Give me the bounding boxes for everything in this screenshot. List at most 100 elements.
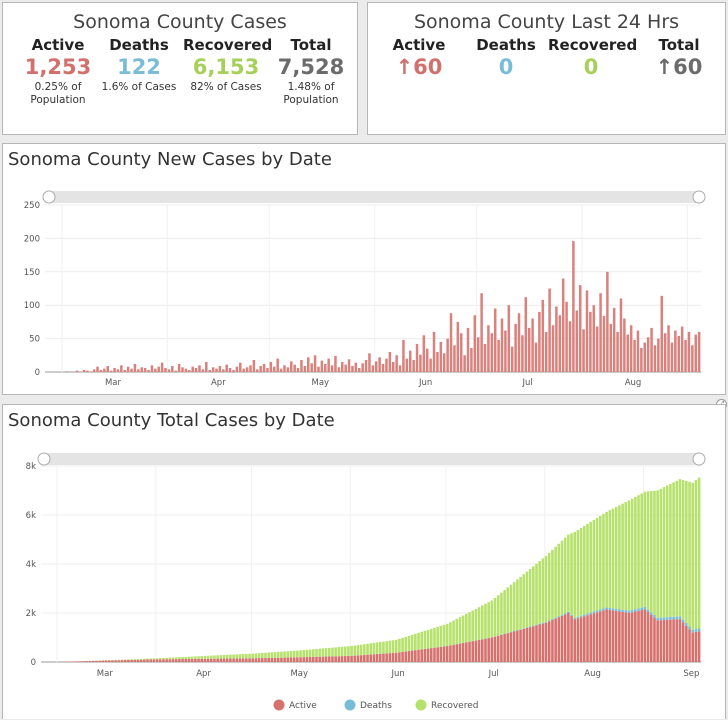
bar — [457, 322, 459, 372]
bar-recovered — [452, 621, 455, 645]
bar-recovered — [127, 659, 130, 660]
bar-active — [169, 659, 172, 662]
bar — [341, 362, 343, 372]
stat-value: 122 — [95, 55, 183, 79]
bar-recovered — [347, 646, 350, 656]
bar-active — [277, 658, 280, 662]
bar — [644, 343, 646, 372]
bar-active — [312, 657, 315, 662]
bar — [324, 364, 326, 372]
bar-recovered — [596, 518, 599, 611]
legend-swatch — [274, 700, 285, 711]
bar-active — [615, 611, 618, 662]
bar-recovered — [331, 648, 334, 657]
bar-recovered — [548, 553, 551, 621]
zoom-handle-left[interactable] — [38, 453, 50, 465]
bar — [521, 335, 523, 372]
bar-active — [679, 619, 682, 662]
bar — [412, 360, 414, 372]
bar — [76, 371, 78, 372]
bar-recovered — [315, 649, 318, 657]
bar-active — [497, 636, 500, 662]
x-tick-label: Apr — [211, 378, 226, 388]
bar-recovered — [296, 651, 299, 658]
bar-recovered — [280, 652, 283, 658]
bar — [168, 369, 170, 372]
bar-recovered — [605, 512, 608, 608]
bar — [256, 369, 258, 372]
bar-active — [624, 612, 627, 662]
bar-active — [318, 657, 321, 662]
bar — [576, 311, 578, 372]
zoom-handle-right[interactable] — [693, 453, 705, 465]
zoom-scrollbar-track[interactable] — [45, 191, 701, 203]
bar-deaths — [564, 613, 567, 614]
y-tick-label: 4k — [26, 560, 36, 570]
bar-recovered — [140, 659, 143, 660]
bar-active — [538, 625, 541, 662]
bar — [528, 328, 530, 372]
bar-recovered — [408, 636, 411, 651]
bar — [610, 324, 612, 372]
bar-active — [229, 659, 232, 662]
bar-active — [589, 614, 592, 662]
bar-active — [663, 620, 666, 662]
bar-active — [411, 651, 414, 662]
bar-active — [440, 647, 443, 662]
bar-recovered — [417, 633, 420, 650]
bar-deaths — [628, 611, 631, 613]
bar-recovered — [178, 657, 181, 659]
bar-active — [137, 660, 140, 662]
bar-active — [165, 659, 168, 662]
bar — [504, 331, 506, 372]
bar — [344, 365, 346, 372]
bar — [657, 339, 659, 372]
bar-active — [76, 661, 79, 662]
bar-active — [322, 657, 325, 662]
bar — [188, 370, 190, 372]
bar-deaths — [522, 628, 525, 629]
bar — [293, 365, 295, 372]
bar-recovered — [586, 524, 589, 614]
x-tick-label: Mar — [105, 378, 122, 388]
bar-active — [695, 632, 698, 662]
bar-recovered — [392, 640, 395, 653]
bar — [208, 370, 210, 372]
bar — [548, 289, 550, 373]
bar — [695, 335, 697, 372]
bar-active — [344, 656, 347, 662]
bar-recovered — [287, 651, 290, 657]
bar — [559, 315, 561, 372]
zoom-scrollbar-track[interactable] — [41, 453, 701, 465]
new-cases-chart: 050100150200250MarAprMayJunJulAugSep — [3, 144, 725, 394]
bar-deaths — [698, 628, 701, 631]
bar-recovered — [149, 659, 152, 660]
bar-recovered — [593, 520, 596, 612]
bar-recovered — [455, 619, 458, 644]
bar-active — [433, 648, 436, 662]
bar-recovered — [401, 638, 404, 652]
bar — [375, 361, 377, 372]
bar-active — [570, 616, 573, 662]
zoom-handle-left[interactable] — [43, 191, 55, 203]
bar — [409, 351, 411, 372]
bar-active — [287, 658, 290, 662]
bar — [613, 308, 615, 372]
bar-active — [338, 656, 341, 662]
bar-recovered — [220, 655, 223, 658]
bar — [273, 367, 275, 372]
bar-active — [385, 653, 388, 662]
bar-recovered — [650, 491, 653, 612]
bar-recovered — [494, 598, 497, 636]
bar-deaths — [640, 608, 643, 610]
bar-deaths — [573, 618, 576, 619]
bar-active — [98, 661, 101, 662]
bar-active — [513, 631, 516, 662]
bar-deaths — [647, 610, 650, 612]
bar-recovered — [644, 492, 647, 607]
bar-active — [443, 646, 446, 662]
bar-active — [181, 659, 184, 662]
bar-active — [609, 610, 612, 662]
bar-active — [156, 659, 159, 662]
zoom-handle-right[interactable] — [693, 191, 705, 203]
